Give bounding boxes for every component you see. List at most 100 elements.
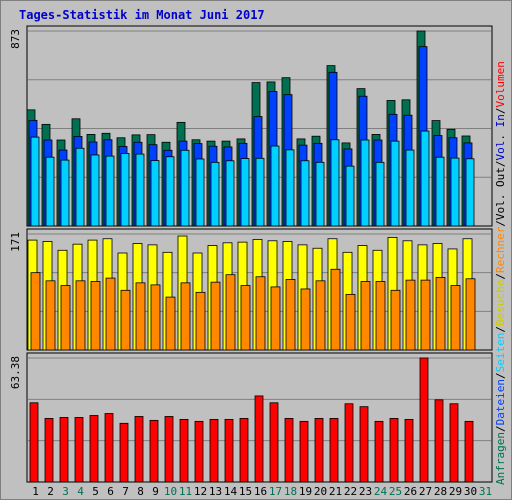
legend-item: /: [494, 107, 507, 114]
bar-volumen-day-30: [464, 420, 474, 483]
bar-seiten-day-4: [75, 147, 85, 227]
bar-volumen-day-5: [89, 415, 99, 483]
bar-seiten-day-7: [120, 153, 130, 227]
bar-rechner-day-6: [105, 277, 116, 351]
y-max-label: 63.38: [9, 356, 22, 389]
legend-item: /: [494, 220, 507, 227]
bar-seiten-day-20: [315, 161, 325, 227]
x-tick-label-day-5: 5: [92, 485, 99, 498]
bar-seiten-day-29: [450, 157, 460, 227]
bar-rechner-day-19: [300, 288, 311, 351]
bar-rechner-day-2: [45, 280, 56, 351]
x-tick-label-day-10: 10: [164, 485, 177, 498]
bar-volumen-day-6: [104, 413, 114, 483]
y-max-label: 171: [9, 232, 22, 252]
legend-item: Volumen: [494, 61, 507, 107]
bar-rechner-day-15: [240, 285, 251, 351]
bar-volumen-day-4: [74, 417, 84, 483]
x-tick-label-day-7: 7: [122, 485, 129, 498]
bar-volumen-day-27: [419, 357, 429, 483]
x-tick-label-day-26: 26: [404, 485, 417, 498]
x-tick-label-day-1: 1: [32, 485, 39, 498]
bar-volumen-day-21: [329, 418, 339, 483]
bar-seiten-day-1: [30, 136, 40, 227]
x-tick-label-day-11: 11: [179, 485, 192, 498]
bar-seiten-day-28: [435, 156, 445, 227]
bar-seiten-day-21: [330, 139, 340, 227]
bar-volumen-day-13: [209, 418, 219, 483]
x-tick-label-day-30: 30: [464, 485, 477, 498]
bar-seiten-day-14: [225, 160, 235, 227]
bar-seiten-day-25: [390, 140, 400, 227]
x-tick-label-day-19: 19: [299, 485, 312, 498]
x-tick-label-day-22: 22: [344, 485, 357, 498]
bar-seiten-day-11: [180, 149, 190, 227]
bar-rechner-day-18: [285, 279, 296, 351]
legend-item: Rechner: [494, 226, 507, 273]
bar-volumen-day-9: [149, 419, 159, 483]
bar-rechner-day-3: [60, 285, 71, 351]
bar-seiten-day-19: [300, 160, 310, 227]
bar-seiten-day-26: [405, 149, 415, 227]
x-tick-label-day-28: 28: [434, 485, 447, 498]
bar-rechner-day-7: [120, 289, 131, 351]
bar-volumen-day-11: [179, 418, 189, 483]
bar-volumen-day-26: [404, 418, 414, 483]
x-tick-label-day-12: 12: [194, 485, 207, 498]
bar-volumen-day-29: [449, 403, 459, 483]
x-tick-label-day-6: 6: [107, 485, 114, 498]
bar-volumen-day-2: [44, 418, 54, 483]
bar-rechner-day-10: [165, 296, 176, 351]
bar-seiten-day-5: [90, 154, 100, 227]
bar-volumen-day-3: [59, 417, 69, 483]
legend-item: /: [494, 372, 507, 379]
x-tick-label-day-15: 15: [239, 485, 252, 498]
bar-seiten-day-8: [135, 153, 145, 227]
legend-item: /: [494, 326, 507, 333]
bar-volumen-day-12: [194, 420, 204, 483]
bar-rechner-day-17: [270, 286, 281, 351]
bar-seiten-day-10: [165, 156, 175, 227]
bar-rechner-day-12: [195, 291, 206, 351]
chart-title: Tages-Statistik im Monat Juni 2017: [19, 8, 265, 22]
x-tick-label-day-21: 21: [329, 485, 342, 498]
legend-item: Seiten: [494, 333, 507, 373]
bar-rechner-day-1: [30, 272, 41, 351]
bar-seiten-day-2: [45, 156, 55, 227]
x-tick-label-day-16: 16: [254, 485, 267, 498]
x-tick-label-day-3: 3: [62, 485, 69, 498]
bar-seiten-day-12: [195, 158, 205, 227]
x-tick-label-day-23: 23: [359, 485, 372, 498]
x-tick-label-day-29: 29: [449, 485, 462, 498]
bar-rechner-day-23: [360, 281, 371, 351]
bar-rechner-day-26: [405, 279, 416, 351]
x-tick-label-day-13: 13: [209, 485, 222, 498]
x-tick-label-day-25: 25: [389, 485, 402, 498]
bar-volumen-day-23: [359, 406, 369, 483]
legend-item: Vol. Out: [494, 167, 507, 220]
bar-rechner-day-13: [210, 281, 221, 351]
bar-volumen-day-14: [224, 418, 234, 483]
x-tick-label-day-8: 8: [137, 485, 144, 498]
bar-rechner-day-14: [225, 274, 236, 351]
bar-volumen-day-10: [164, 416, 174, 483]
legend-item: /: [494, 425, 507, 432]
bar-seiten-day-15: [240, 158, 250, 227]
right-legend: Anfragen/Dateien/Seiten/Besuche/Rechner/…: [494, 61, 507, 485]
x-tick-label-day-17: 17: [269, 485, 282, 498]
bar-volumen-day-19: [299, 420, 309, 483]
bar-rechner-day-29: [450, 285, 461, 351]
bar-rechner-day-28: [435, 277, 446, 351]
x-tick-label-day-2: 2: [47, 485, 54, 498]
bar-volumen-day-28: [434, 399, 444, 483]
bar-rechner-day-25: [390, 289, 401, 351]
legend-item: Dateien: [494, 379, 507, 425]
bar-seiten-day-23: [360, 139, 370, 227]
bar-volumen-day-16: [254, 395, 264, 483]
bar-rechner-day-11: [180, 282, 191, 351]
bar-rechner-day-21: [330, 268, 341, 351]
x-tick-label-day-24: 24: [374, 485, 388, 498]
bar-rechner-day-5: [90, 281, 101, 351]
bar-seiten-day-24: [375, 161, 385, 227]
